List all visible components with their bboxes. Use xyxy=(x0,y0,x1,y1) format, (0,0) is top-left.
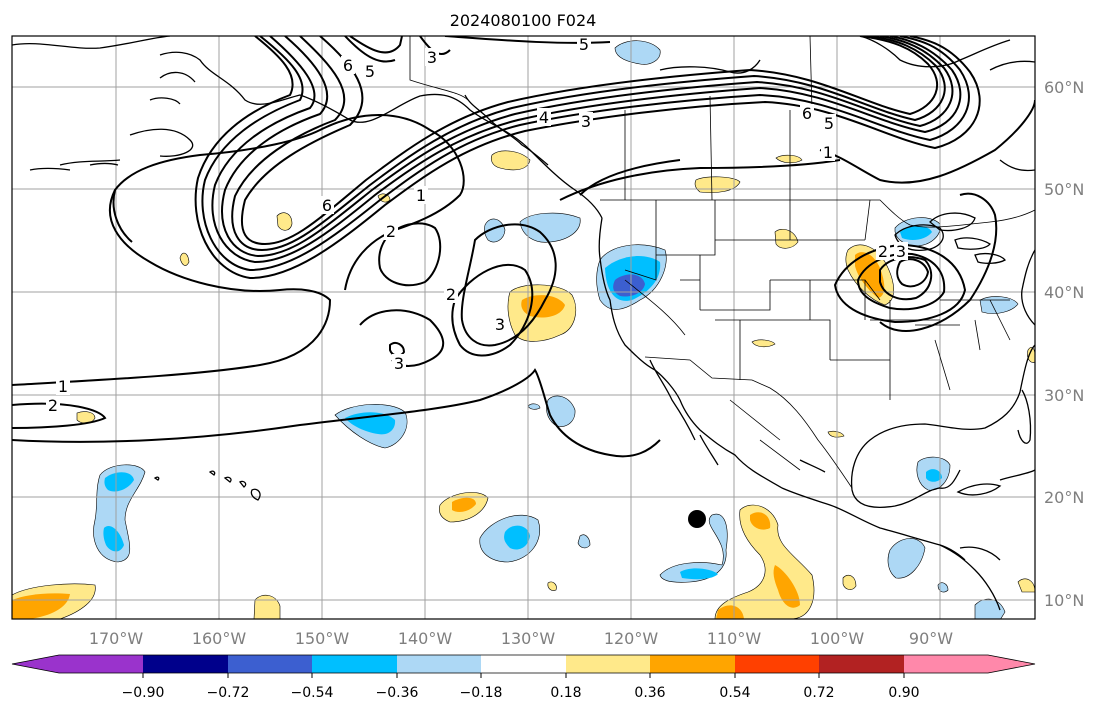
contour-label: 3 xyxy=(896,242,906,261)
lon-label: 100°W xyxy=(810,629,865,648)
contour-label: 5 xyxy=(579,35,589,54)
contour-label: 6 xyxy=(343,56,353,75)
contour-label: 3 xyxy=(581,112,591,131)
colorbar-segment xyxy=(481,655,566,673)
contour-label: 5 xyxy=(365,62,375,81)
contour-label: 4 xyxy=(539,108,549,127)
storm-position-marker xyxy=(688,510,706,528)
colorbar-outline xyxy=(11,654,1036,674)
colorbar-segment xyxy=(650,655,735,673)
colorbar-tick-label: 0.90 xyxy=(888,685,919,701)
lat-label: 10°N xyxy=(1044,591,1084,610)
colorbar-segment xyxy=(312,655,397,673)
colorbar-tick-label: −0.54 xyxy=(291,685,334,701)
shaded-anomalies xyxy=(12,40,1035,619)
colorbar-tick-label: −0.72 xyxy=(207,685,250,701)
political-borders xyxy=(409,36,1035,489)
colorbar-segment xyxy=(566,655,650,673)
contour-label: 3 xyxy=(427,48,437,67)
lon-label: 90°W xyxy=(909,629,953,648)
colorbar-segment xyxy=(228,655,312,673)
colorbar-tick-label: 0.72 xyxy=(803,685,834,701)
gridlines xyxy=(12,36,1035,619)
lon-label: 120°W xyxy=(604,629,659,648)
lon-label: 110°W xyxy=(707,629,762,648)
figure-title: 2024080100 F024 xyxy=(450,11,597,30)
contour-labels: 6 5 3 5 4 3 6 5 1 6 1 2 2 3 3 1 2 2 3 xyxy=(46,35,908,415)
lon-label: 150°W xyxy=(295,629,350,648)
colorbar: −0.90 −0.72 −0.54 −0.36 −0.18 0.18 0.36 0.54 0.7… xyxy=(11,654,1036,701)
colorbar-tick-label: −0.90 xyxy=(122,685,165,701)
colorbar-tick-label: 0.36 xyxy=(634,685,665,701)
colorbar-tick-label: 0.54 xyxy=(719,685,750,701)
lon-label: 170°W xyxy=(89,629,144,648)
contour-label: 5 xyxy=(824,114,834,133)
contour-label: 2 xyxy=(446,285,456,304)
colorbar-segment xyxy=(735,655,819,673)
contour-label: 3 xyxy=(495,315,505,334)
lat-label: 40°N xyxy=(1044,283,1084,302)
map-area: 6 5 3 5 4 3 6 5 1 6 1 2 2 3 3 1 2 2 3 xyxy=(12,35,1035,619)
contour-label: 6 xyxy=(322,196,332,215)
lat-label: 20°N xyxy=(1044,488,1084,507)
contour-label: 1 xyxy=(823,143,833,162)
colorbar-segment xyxy=(143,655,228,673)
colorbar-extend-high xyxy=(904,655,1035,673)
longitude-labels: 170°W 160°W 150°W 140°W 130°W 120°W 110°… xyxy=(89,629,953,648)
colorbar-segment xyxy=(397,655,481,673)
contour-label: 2 xyxy=(878,242,888,261)
colorbar-tick-label: −0.18 xyxy=(460,685,503,701)
contour-label: 6 xyxy=(802,104,812,123)
contour-label: 2 xyxy=(48,396,58,415)
colorbar-extend-low xyxy=(12,655,143,673)
contour-label: 2 xyxy=(386,222,396,241)
lat-label: 50°N xyxy=(1044,180,1084,199)
lon-label: 160°W xyxy=(192,629,247,648)
map-frame xyxy=(11,35,1036,620)
coastlines xyxy=(12,36,1035,611)
contour-label: 1 xyxy=(58,377,68,396)
contour-label: 3 xyxy=(394,354,404,373)
contour-label: 1 xyxy=(416,186,426,205)
lon-label: 130°W xyxy=(501,629,556,648)
lon-label: 140°W xyxy=(398,629,453,648)
latitude-labels: 60°N 50°N 40°N 30°N 20°N 10°N xyxy=(1044,78,1084,610)
colorbar-tick-label: −0.36 xyxy=(376,685,419,701)
lat-label: 30°N xyxy=(1044,386,1084,405)
lat-label: 60°N xyxy=(1044,78,1084,97)
colorbar-segment xyxy=(819,655,904,673)
colorbar-tick-label: 0.18 xyxy=(550,685,581,701)
